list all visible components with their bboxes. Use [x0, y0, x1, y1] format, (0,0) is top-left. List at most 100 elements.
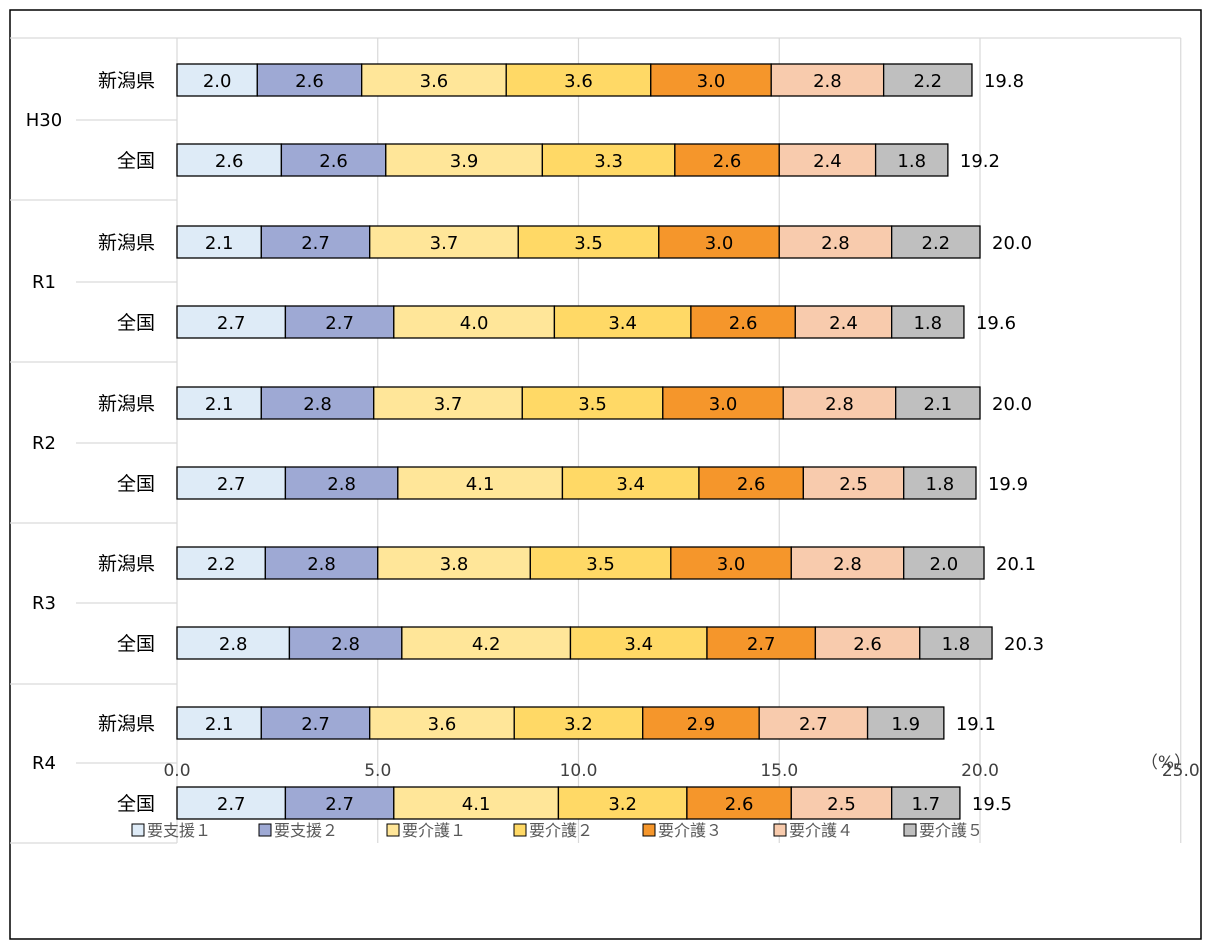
segment-value-label: 2.7 [799, 714, 828, 735]
subcategory-label: 新潟県 [98, 713, 155, 735]
bar-segment [369, 225, 519, 259]
x-tick-label: 10.0 [560, 761, 598, 781]
segment-value-label: 4.2 [472, 634, 501, 655]
segment-value-label: 2.6 [319, 151, 348, 172]
subcategory-label: 新潟県 [98, 393, 155, 415]
segment-value-label: 3.5 [586, 554, 615, 575]
segment-value-label: 2.2 [922, 233, 951, 254]
bar-segment [176, 546, 266, 580]
segment-value-label: 2.1 [205, 233, 234, 254]
bar-segment [758, 706, 869, 740]
bar-total-label: 19.5 [972, 794, 1012, 815]
bar-segment [670, 546, 792, 580]
segment-value-label: 2.8 [825, 394, 854, 415]
segment-value-label: 3.6 [428, 714, 457, 735]
bar-segment [874, 143, 949, 177]
legend-label: 要支援１ [147, 821, 211, 840]
segment-value-label: 2.7 [747, 634, 776, 655]
segment-value-label: 2.7 [301, 233, 330, 254]
segment-value-label: 3.7 [434, 394, 463, 415]
segment-value-label: 3.2 [608, 794, 637, 815]
legend-label: 要介護１ [402, 821, 466, 840]
subcategory-label: 新潟県 [98, 70, 155, 92]
x-axis-unit: （%） [1141, 753, 1191, 773]
segment-value-label: 2.6 [725, 794, 754, 815]
segment-value-label: 2.6 [729, 313, 758, 334]
segment-value-label: 2.8 [303, 394, 332, 415]
legend-swatch [513, 823, 527, 837]
segment-value-label: 3.5 [574, 233, 603, 254]
bar-total-label: 19.9 [988, 474, 1028, 495]
segment-value-label: 1.7 [911, 794, 940, 815]
bar-segment [176, 386, 262, 420]
x-tick-label: 0.0 [163, 761, 190, 781]
legend: 要支援１ 要支援２ 要介護１ 要介護２ 要介護３ 要介護４ 要介護５ [131, 821, 983, 840]
bar-segment [891, 305, 965, 339]
bar-segment [650, 63, 772, 97]
bar-segment [176, 225, 262, 259]
bar-segment [903, 466, 977, 500]
legend-swatch [131, 823, 145, 837]
bar-segment [260, 225, 371, 259]
segment-value-label: 2.8 [833, 554, 862, 575]
segment-value-label: 2.8 [219, 634, 248, 655]
bar-segment [176, 305, 287, 339]
x-axis-ticks: （%） 0.0 5.0 10.0 15.0 20.0 25.0 [163, 753, 1199, 781]
segment-value-label: 2.1 [205, 394, 234, 415]
bar-segment [176, 786, 287, 820]
bar-segment [674, 143, 780, 177]
bar-segment [866, 706, 945, 740]
segment-value-label: 1.8 [942, 634, 971, 655]
bar-segment [260, 386, 375, 420]
subcategory-label: 全国 [117, 473, 155, 495]
group-label: R3 [32, 593, 56, 614]
segment-value-label: 3.7 [430, 233, 459, 254]
subcategory-label: 全国 [117, 150, 155, 172]
bar-segment [891, 225, 981, 259]
segment-value-label: 2.6 [215, 151, 244, 172]
segment-value-label: 2.7 [301, 714, 330, 735]
segment-value-label: 3.9 [450, 151, 479, 172]
segment-value-label: 2.8 [813, 71, 842, 92]
bar-segment [385, 143, 544, 177]
bar-segment [686, 786, 792, 820]
bar-segment [361, 63, 507, 97]
segment-value-label: 3.4 [624, 634, 653, 655]
bar-segment [658, 225, 780, 259]
segment-value-label: 2.4 [829, 313, 858, 334]
segment-value-label: 2.9 [687, 714, 716, 735]
segment-value-label: 1.9 [891, 714, 920, 735]
x-tick-label: 5.0 [364, 761, 391, 781]
legend-swatch [258, 823, 272, 837]
bar-segment [903, 546, 985, 580]
segment-value-label: 2.0 [930, 554, 959, 575]
legend-label: 要介護５ [919, 821, 983, 840]
bar-segment [814, 626, 921, 660]
segment-value-label: 3.8 [440, 554, 469, 575]
segment-value-label: 2.8 [307, 554, 336, 575]
segment-value-label: 2.8 [331, 634, 360, 655]
subcategory-label: 全国 [117, 793, 155, 815]
segment-value-label: 2.8 [821, 233, 850, 254]
segment-value-label: 3.4 [616, 474, 645, 495]
legend-label: 要介護３ [658, 821, 722, 840]
bar-segment [782, 386, 897, 420]
segment-value-label: 1.8 [913, 313, 942, 334]
legend-swatch [642, 823, 656, 837]
segment-value-label: 2.6 [853, 634, 882, 655]
bar-segment [706, 626, 817, 660]
bar-segment [891, 786, 961, 820]
legend-swatch [903, 823, 917, 837]
segment-value-label: 3.5 [578, 394, 607, 415]
segment-value-label: 2.7 [217, 474, 246, 495]
segment-value-label: 2.7 [217, 313, 246, 334]
segment-value-label: 3.6 [420, 71, 449, 92]
bar-segment [288, 626, 403, 660]
segment-value-label: 2.0 [203, 71, 232, 92]
segment-value-label: 4.1 [466, 474, 495, 495]
bar-segment [919, 626, 993, 660]
segment-value-label: 3.6 [564, 71, 593, 92]
x-tick-label: 25.0 [1162, 761, 1200, 781]
bar-segment [802, 466, 905, 500]
